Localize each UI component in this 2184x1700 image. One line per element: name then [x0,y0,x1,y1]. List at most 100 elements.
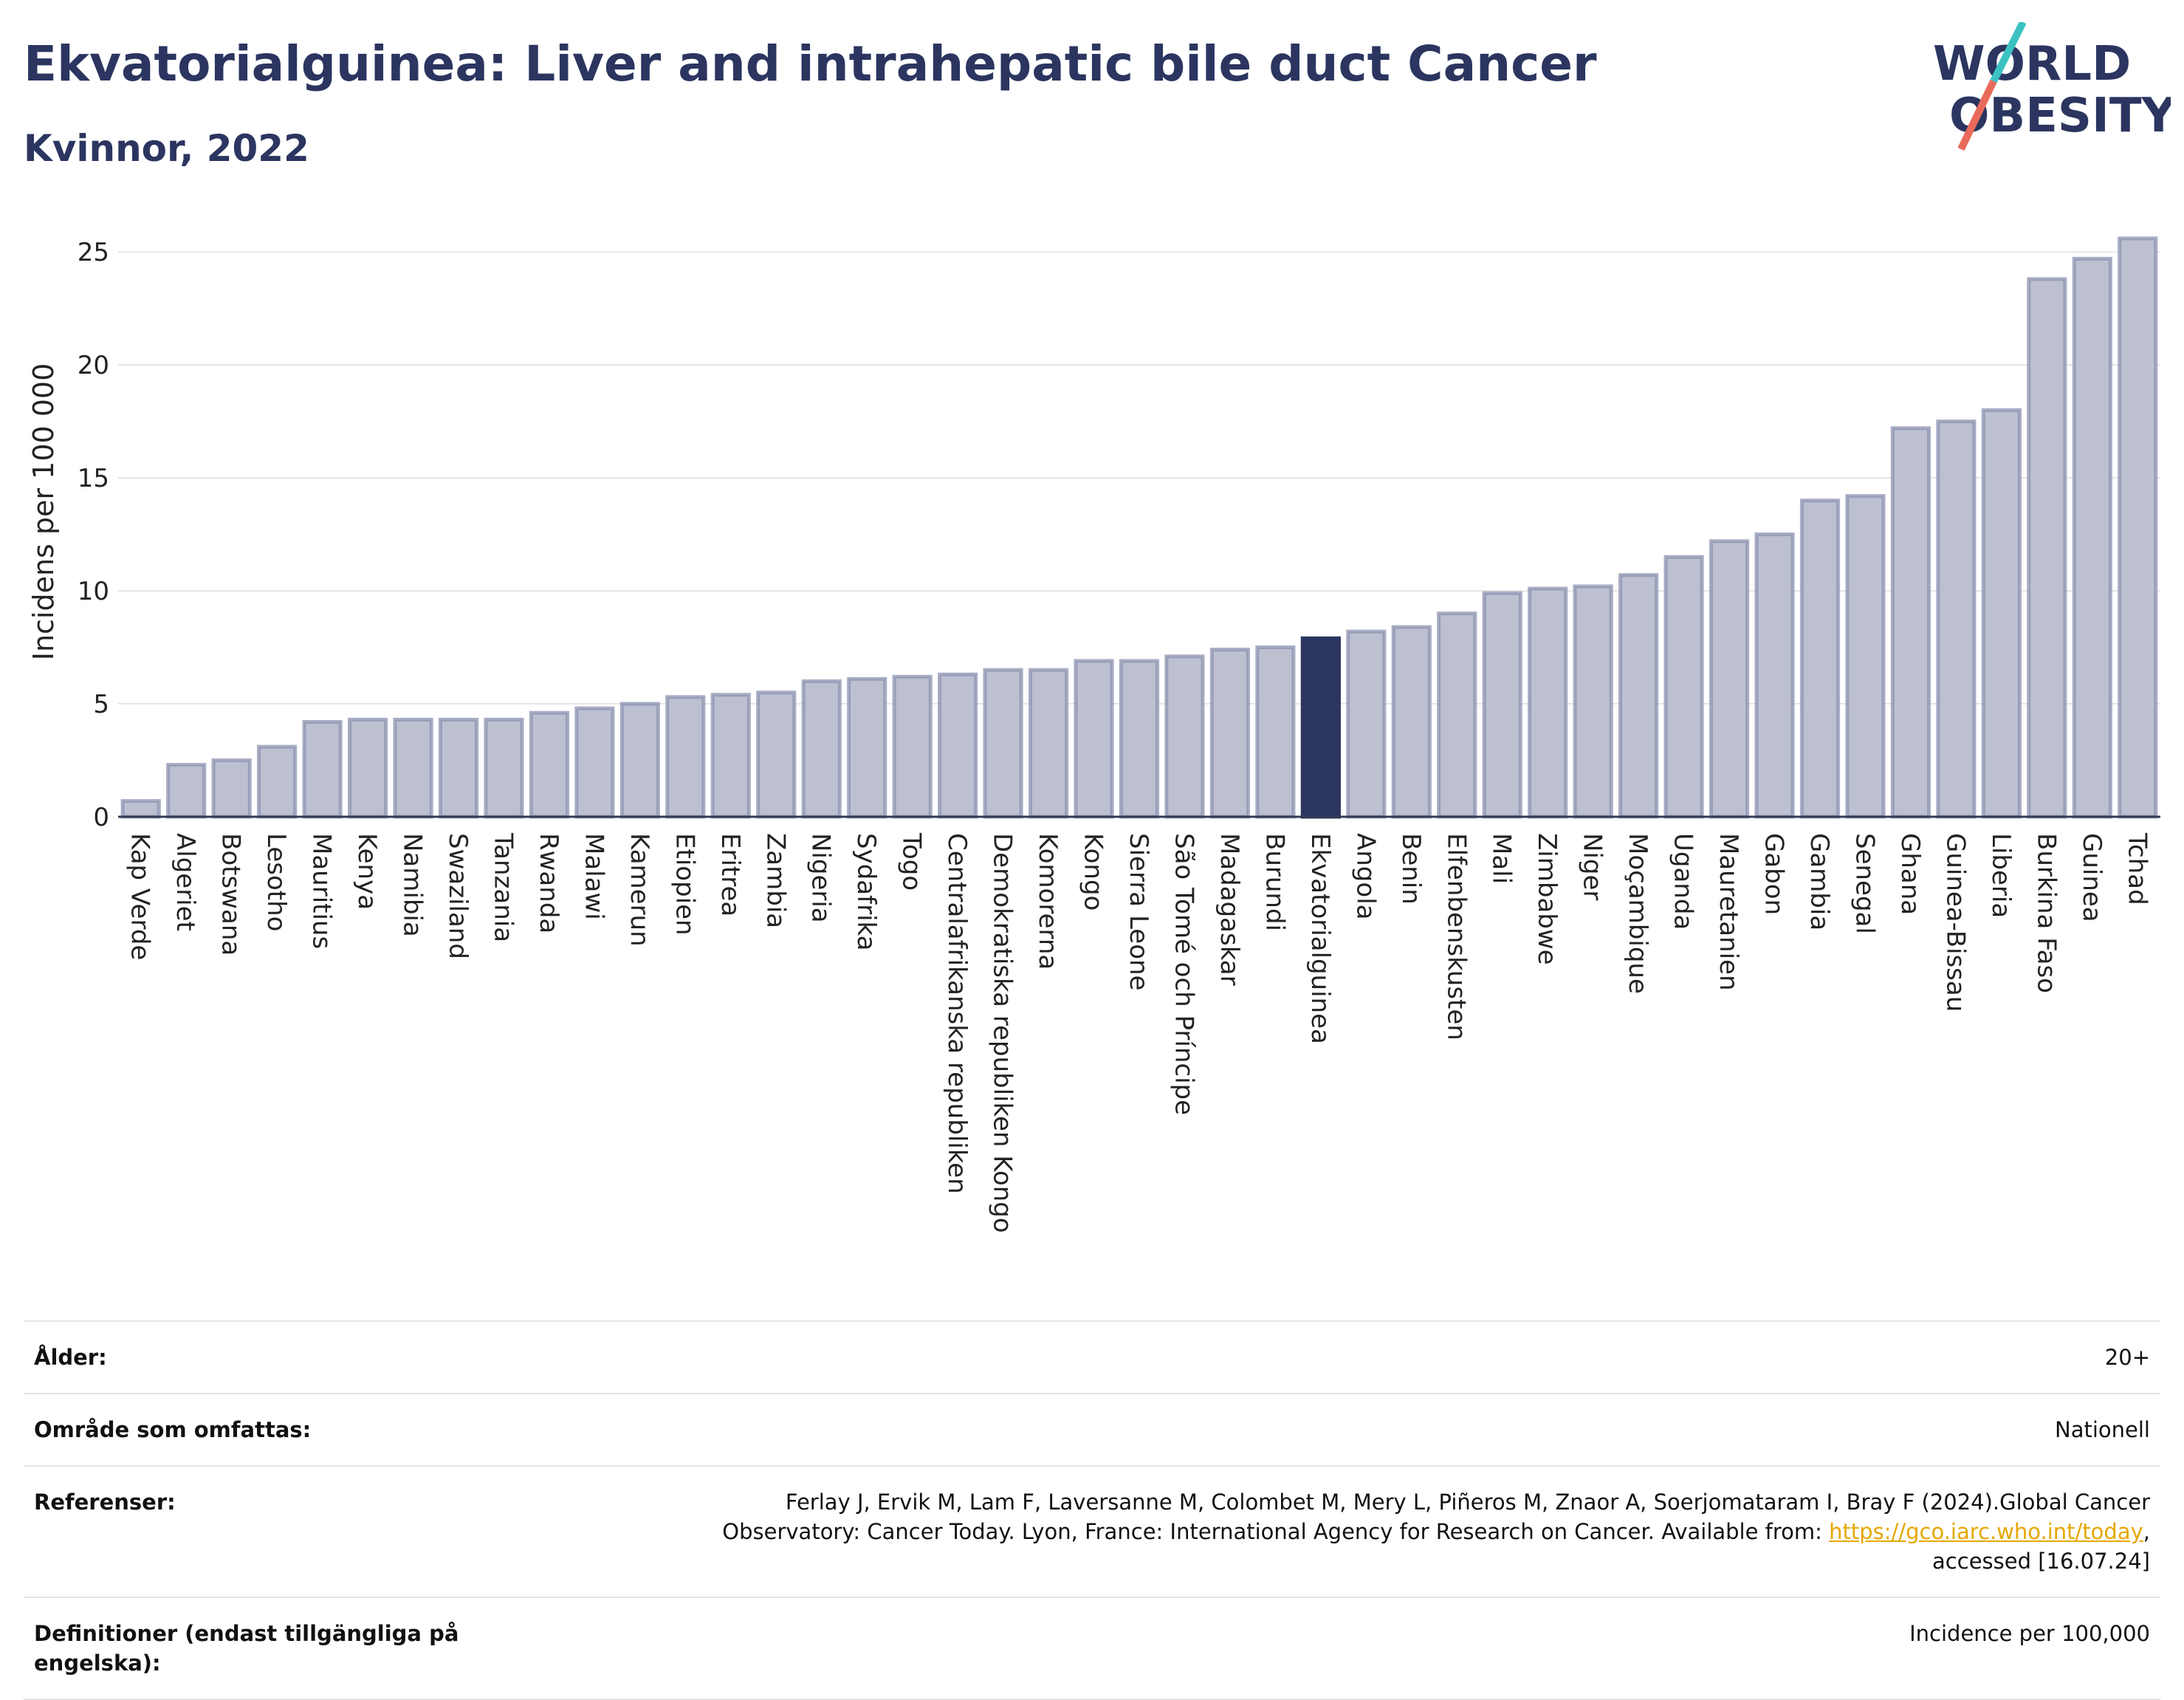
bar-elfenbenskusten [1437,611,1477,819]
x-tick-label: Kenya [352,833,382,910]
x-tick-label: Komorerna [1033,833,1062,970]
y-tick-label: 10 [78,577,109,606]
info-row-references: Referenser: Ferlay J, Ervik M, Lam F, La… [24,1467,2160,1598]
x-tick-label: Tanzania [488,832,518,942]
bar-algeriet [166,763,207,819]
bar-madagaskar [1209,648,1251,819]
info-row-area: Område som omfattas: Nationell [24,1394,2160,1467]
bar-tchad [2118,236,2158,819]
x-tick-label: Burundi [1260,833,1289,931]
info-table: Ålder: 20+ Område som omfattas: Nationel… [24,1320,2160,1700]
x-tick-label: Liberia [1986,833,2016,918]
logo-slash-teal [1990,22,2027,83]
bar-senegal [1845,494,1886,819]
x-tick-label: Lesotho [261,833,291,931]
x-tick-label: Sierra Leone [1124,833,1153,990]
x-tick-label: Zimbabwe [1532,833,1562,965]
bar-nigeria [801,679,842,819]
x-tick-label: Moçambique [1623,833,1652,994]
x-tick-label: Mauretanien [1714,833,1743,991]
y-tick-label: 15 [78,464,109,493]
info-label-area: Område som omfattas: [34,1417,312,1442]
bar-zimbabwe [1528,586,1568,819]
x-tick-label: Togo [897,832,927,891]
bar-benin [1391,625,1432,819]
x-tick-label: Madagaskar [1215,833,1244,986]
x-tick-label: Angola [1350,833,1380,919]
bar-sierra-leone [1119,659,1160,819]
x-tick-label: Elfenbenskusten [1441,833,1471,1041]
y-tick-label: 0 [93,803,109,832]
x-tick-label: Algeriet [171,833,200,931]
x-tick-label: Malawi [579,833,608,920]
bar-ghana [1890,426,1931,819]
bar-rwanda [529,710,570,819]
x-tick-label: Sydafrika [851,833,881,950]
bar-mali [1482,591,1522,819]
bar-tanzania [484,717,524,819]
page-subtitle: Kvinnor, 2022 [24,127,309,170]
bar-malawi [574,706,615,819]
page-title: Ekvatorialguinea: Liver and intrahepatic… [24,35,1597,92]
x-tick-label: Burkina Faso [2031,833,2061,993]
x-tick-label: Namibia [398,833,427,937]
y-tick-label: 5 [93,690,109,719]
x-tick-label: Etiopien [670,833,699,936]
bar-mo-ambique [1618,573,1659,819]
bar-chart: 0 5 10 15 20 25 Incidens per 100 000 Kap Verde A… [27,236,2160,1233]
x-tick-label: Guinea [2077,833,2106,922]
bar-kenya [347,717,388,819]
bar-lesotho [257,744,298,819]
y-axis-label: Incidens per 100 000 [27,363,60,661]
bar-swaziland [438,717,479,819]
x-tick-label: Kap Verde [126,833,155,960]
info-row-definitions: Definitioner (endast tillgängliga på eng… [24,1598,2160,1700]
info-value-references: Ferlay J, Ervik M, Lam F, Laversanne M, … [722,1487,2150,1576]
x-tick-label: Niger [1578,833,1607,900]
bar-etiopien [665,695,706,819]
bar-guinea-bissau [1936,419,1977,819]
info-value-age: 20+ [2104,1345,2150,1370]
bar-kongo [1074,659,1114,819]
bar-burkina-faso [2027,277,2067,819]
x-tick-label: Mali [1487,833,1517,884]
x-tick-label: Uganda [1669,833,1698,930]
bar-eritrea [710,693,751,819]
reference-text-1: Ferlay J, Ervik M, Lam F, Laversanne M, … [785,1490,2150,1515]
y-tick-label: 25 [78,238,109,267]
x-tick-label: Tchad [2122,832,2152,905]
x-tick-label: Mauritius [307,833,337,949]
x-tick-label: Guinea-Bissau [1940,833,1970,1012]
reference-text-3: accessed [16.07.24] [1932,1549,2150,1574]
x-tick-label: Gambia [1804,833,1834,930]
world-obesity-logo: WORLD OBESITY [1933,22,2171,151]
x-tick-label: Eritrea [715,833,745,916]
bar-komorerna [1028,668,1069,819]
bar-burundi [1255,645,1296,819]
x-tick-label: São Tomé och Príncipe [1169,833,1198,1115]
info-value-area: Nationell [2055,1417,2150,1442]
reference-text-2: Observatory: Cancer Today. Lyon, France:… [722,1519,1830,1544]
bar-niger [1573,584,1613,819]
x-tick-label: Rwanda [534,833,563,933]
x-tick-label: Benin [1396,833,1426,905]
bar-angola [1346,629,1387,819]
x-tick-label: Botswana [216,833,246,956]
bar-guinea [2072,256,2112,819]
bar-togo [892,674,933,819]
bar-centralafrikanska-republiken [938,672,978,819]
bar-mauretanien [1709,539,1750,819]
bar-mauritius [302,720,343,819]
bar-zambia [756,690,797,819]
reference-link[interactable]: https://gco.iarc.who.int/today [1829,1519,2143,1544]
bar-botswana [211,758,252,819]
info-label-definitions: Definitioner (endast tillgängliga på eng… [34,1621,459,1676]
bar-gambia [1799,498,1841,819]
bar-namibia [393,717,433,819]
logo-line1: WORLD [1933,37,2131,92]
x-tick-label: Senegal [1850,833,1879,934]
x-tick-label: Kongo [1079,833,1108,911]
y-tick-label: 20 [78,351,109,380]
bar-liberia [1981,408,2022,819]
info-value-definitions: Incidence per 100,000 [1909,1621,2150,1646]
